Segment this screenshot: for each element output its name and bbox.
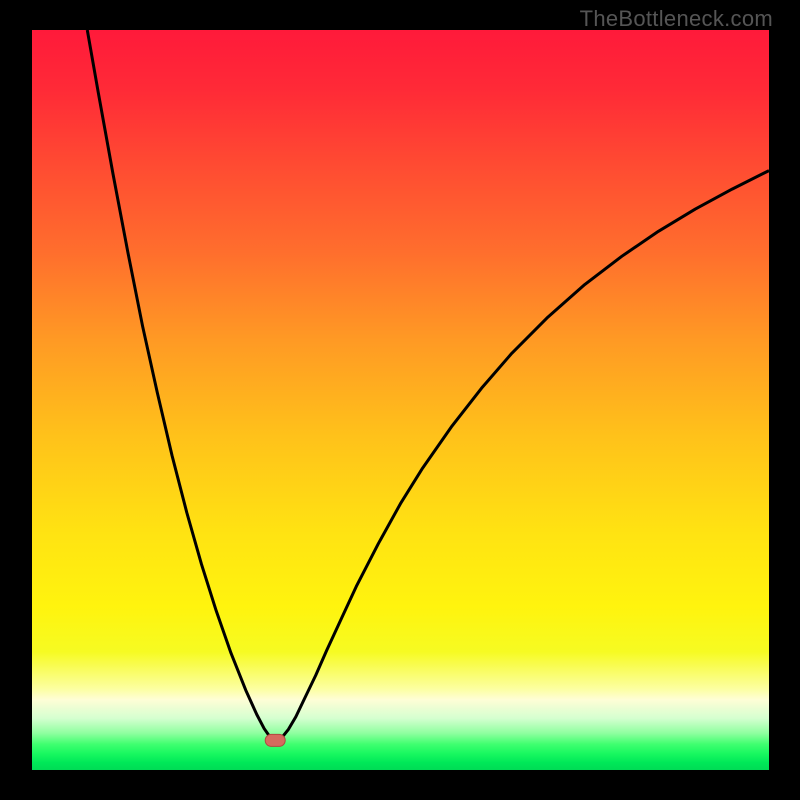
chart-overlay: [0, 0, 800, 800]
optimal-point-marker: [265, 734, 285, 746]
watermark-text: TheBottleneck.com: [580, 6, 773, 32]
bottleneck-curve: [87, 30, 769, 740]
